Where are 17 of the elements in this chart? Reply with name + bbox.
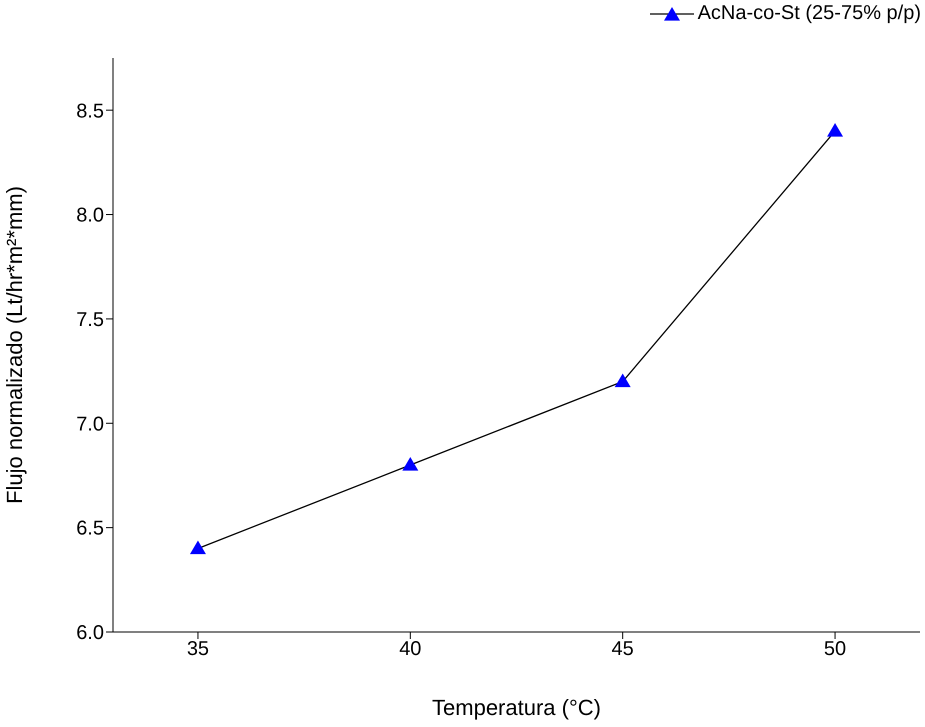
y-axis-title: Flujo normalizado (Lt/hr*m²*mm) — [2, 186, 27, 504]
legend-label: AcNa-co-St (25-75% p/p) — [698, 2, 921, 25]
x-tick-label: 40 — [399, 638, 422, 660]
point — [402, 457, 418, 471]
y-tick-label: 7.5 — [76, 309, 104, 332]
x-tick-label: 45 — [612, 638, 634, 660]
x-tick-label: 50 — [824, 638, 846, 660]
point — [190, 540, 206, 554]
x-tick-label: 35 — [186, 638, 210, 660]
y-tick-label: 8.5 — [76, 100, 104, 122]
y-tick-label: 6.0 — [76, 622, 104, 644]
x-axis-title: Temperatura (°C) — [432, 695, 601, 720]
y-tick-label: 6.5 — [76, 518, 104, 540]
point — [827, 123, 844, 137]
point — [614, 374, 631, 388]
y-tick-label: 7.0 — [76, 413, 104, 436]
y-tick-label: 8.0 — [76, 204, 104, 227]
